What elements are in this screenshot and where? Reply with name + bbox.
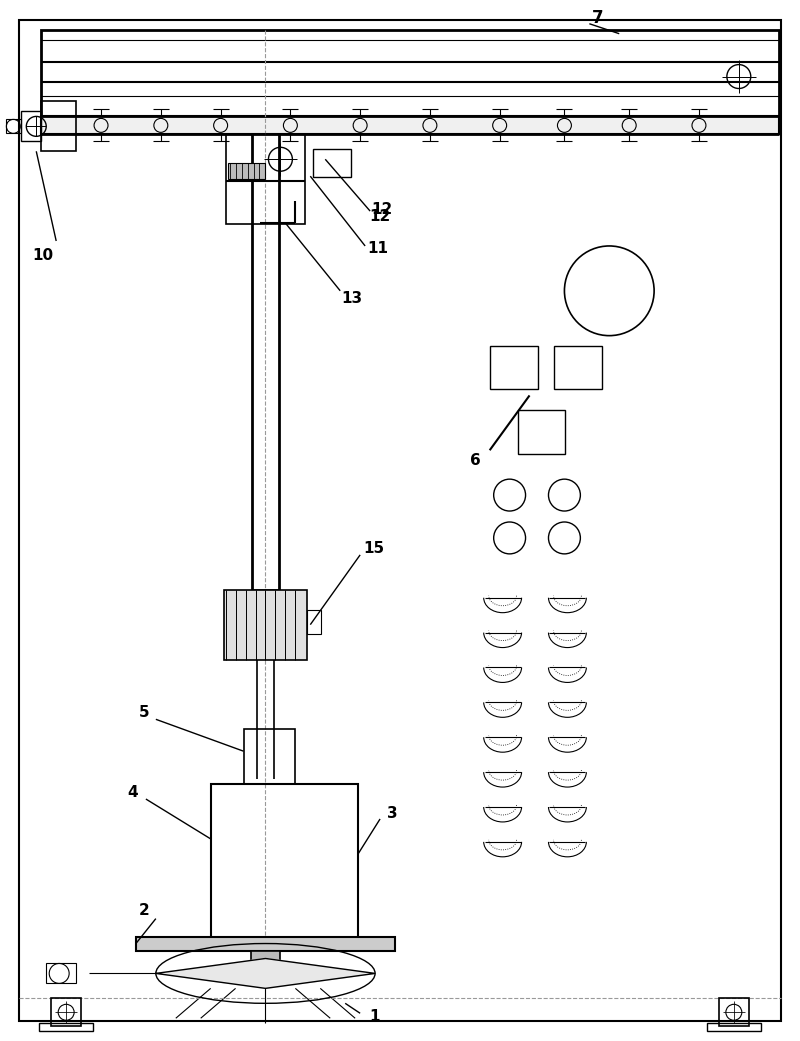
Bar [243, 730, 295, 784]
Bar [6, 120, 22, 133]
Bar [490, 346, 538, 389]
Text: 1: 1 [369, 1009, 379, 1023]
Bar [554, 346, 602, 389]
Bar [51, 998, 81, 1026]
Bar [42, 117, 778, 134]
Bar [228, 163, 266, 179]
Polygon shape [156, 959, 375, 988]
Bar [46, 964, 76, 984]
Bar [210, 784, 358, 939]
Bar [518, 410, 566, 454]
Text: 10: 10 [33, 249, 54, 263]
Text: 4: 4 [128, 785, 138, 799]
Text: 3: 3 [386, 807, 398, 821]
Text: 5: 5 [138, 705, 150, 719]
Text: 12: 12 [370, 208, 390, 224]
Text: 12: 12 [371, 202, 393, 217]
Bar [226, 134, 306, 224]
Bar [42, 101, 76, 151]
Text: 13: 13 [342, 291, 362, 306]
Bar [22, 111, 42, 142]
Text: 15: 15 [363, 541, 385, 556]
Bar [307, 610, 322, 634]
Bar [224, 590, 307, 660]
Bar [314, 149, 351, 177]
Bar [719, 998, 749, 1026]
Bar [250, 950, 281, 979]
Text: 6: 6 [470, 453, 481, 467]
Bar [136, 937, 395, 950]
Text: 2: 2 [138, 904, 150, 918]
Text: 7: 7 [591, 8, 603, 27]
Bar [707, 1023, 761, 1032]
Bar [42, 30, 778, 118]
Bar [39, 1023, 93, 1032]
Text: 11: 11 [367, 242, 389, 256]
